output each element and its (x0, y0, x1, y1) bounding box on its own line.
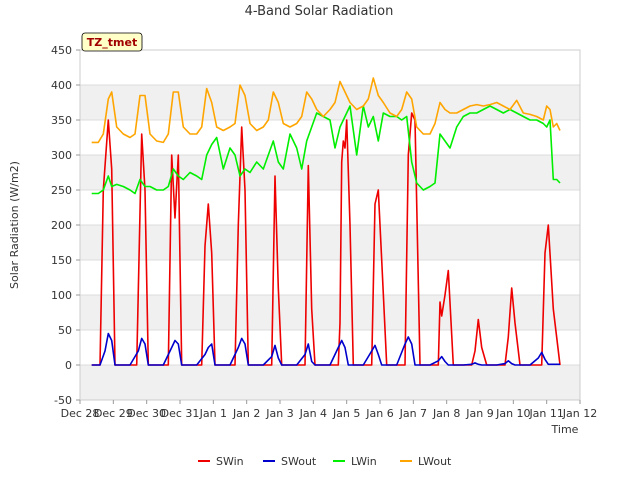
y-tick-label: 50 (58, 324, 72, 337)
x-tick-label: Dec 29 (94, 407, 133, 420)
x-tick-label: Jan 10 (495, 407, 530, 420)
x-tick-label: Jan 2 (232, 407, 260, 420)
series-layer (91, 77, 561, 366)
x-tick-label: Jan 12 (562, 407, 597, 420)
x-axis-label: Time (551, 423, 579, 436)
legend: SWin SWout LWin LWout (198, 455, 452, 468)
plot-band (80, 225, 580, 260)
y-tick-label: 450 (51, 44, 72, 57)
y-tick-label: 400 (51, 79, 72, 92)
y-tick-label: 350 (51, 114, 72, 127)
badge: TZ_tmet (81, 32, 143, 52)
x-tick-label: Jan 4 (299, 407, 327, 420)
y-tick-label: -50 (54, 394, 72, 407)
series-line-swin (91, 112, 561, 366)
x-tick-label: Jan 8 (432, 407, 460, 420)
legend-label-lwin: LWin (351, 455, 377, 468)
y-tick-label: 300 (51, 149, 72, 162)
x-tick-label: Jan 11 (528, 407, 563, 420)
x-tick-label: Jan 1 (199, 407, 227, 420)
y-tick-label: 200 (51, 219, 72, 232)
x-tick-label: Jan 5 (332, 407, 360, 420)
chart-title: 4-Band Solar Radiation (245, 4, 394, 19)
x-tick-label: Dec 30 (127, 407, 166, 420)
y-tick-label: 150 (51, 254, 72, 267)
badge-box (81, 32, 143, 52)
legend-label-swin: SWin (216, 455, 244, 468)
legend-label-swout: SWout (281, 455, 317, 468)
y-axis-label: Solar Radiation (W/m2) (8, 161, 21, 289)
x-tick-label: Jan 3 (265, 407, 293, 420)
series-line-swout (91, 332, 560, 366)
legend-label-lwout: LWout (418, 455, 452, 468)
series-line-lwout (91, 77, 561, 144)
x-tick-label: Jan 9 (465, 407, 493, 420)
plot-band (80, 155, 580, 190)
x-tick-label: Jan 7 (399, 407, 427, 420)
y-tick-label: 250 (51, 184, 72, 197)
x-tick-label: Dec 31 (161, 407, 200, 420)
x-tick-label: Jan 6 (365, 407, 393, 420)
x-tick-label: Dec 28 (61, 407, 100, 420)
plot-band (80, 365, 580, 400)
plot-band (80, 295, 580, 330)
y-tick-label: 0 (65, 359, 72, 372)
plot-band (80, 85, 580, 120)
badge-label: TZ_tmet (87, 36, 137, 49)
y-tick-label: 100 (51, 289, 72, 302)
